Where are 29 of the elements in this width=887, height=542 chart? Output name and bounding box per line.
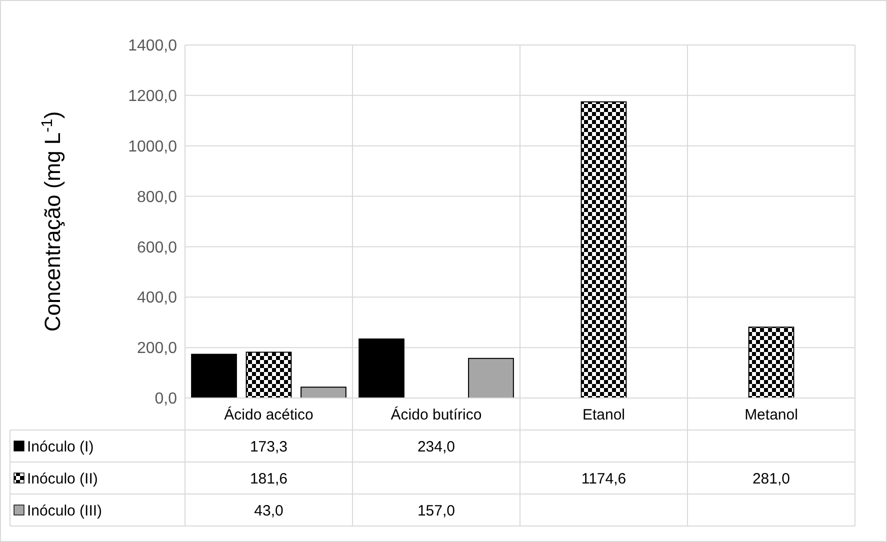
- y-tick-label: 1000,0: [128, 138, 178, 156]
- bar: [468, 358, 514, 398]
- y-tick-label: 800,0: [136, 188, 178, 206]
- bar: [580, 101, 627, 398]
- y-tick-label: 200,0: [136, 340, 178, 358]
- bar: [191, 354, 237, 398]
- legend-label: Inóculo (III): [27, 502, 102, 520]
- data-label: 157,0: [417, 502, 456, 520]
- bar: [748, 326, 794, 398]
- y-tick-label: 1400,0: [128, 38, 178, 55]
- data-label: 1174,6: [581, 470, 626, 488]
- bar: [246, 352, 292, 398]
- y-tick-label: 400,0: [136, 290, 178, 307]
- y-tick-label: 600,0: [136, 239, 178, 256]
- data-label: 234,0: [417, 438, 456, 456]
- data-label: 173,3: [250, 438, 288, 456]
- x-tick-label: Etanol: [582, 406, 626, 424]
- y-tick-label: 0,0: [154, 390, 178, 408]
- data-label: 43,0: [254, 502, 284, 520]
- legend-label: Inóculo (I): [27, 438, 94, 456]
- bar: [300, 386, 346, 398]
- data-label: 181,6: [250, 470, 288, 488]
- legend-label: Inóculo (II): [27, 470, 98, 488]
- bar: [358, 338, 404, 398]
- x-tick-label: Ácido acético: [224, 405, 314, 424]
- y-tick-label: 1200,0: [128, 88, 178, 106]
- data-label: 281,0: [752, 470, 790, 488]
- x-tick-label: Ácido butírico: [390, 405, 482, 424]
- x-tick-label: Metanol: [744, 406, 798, 424]
